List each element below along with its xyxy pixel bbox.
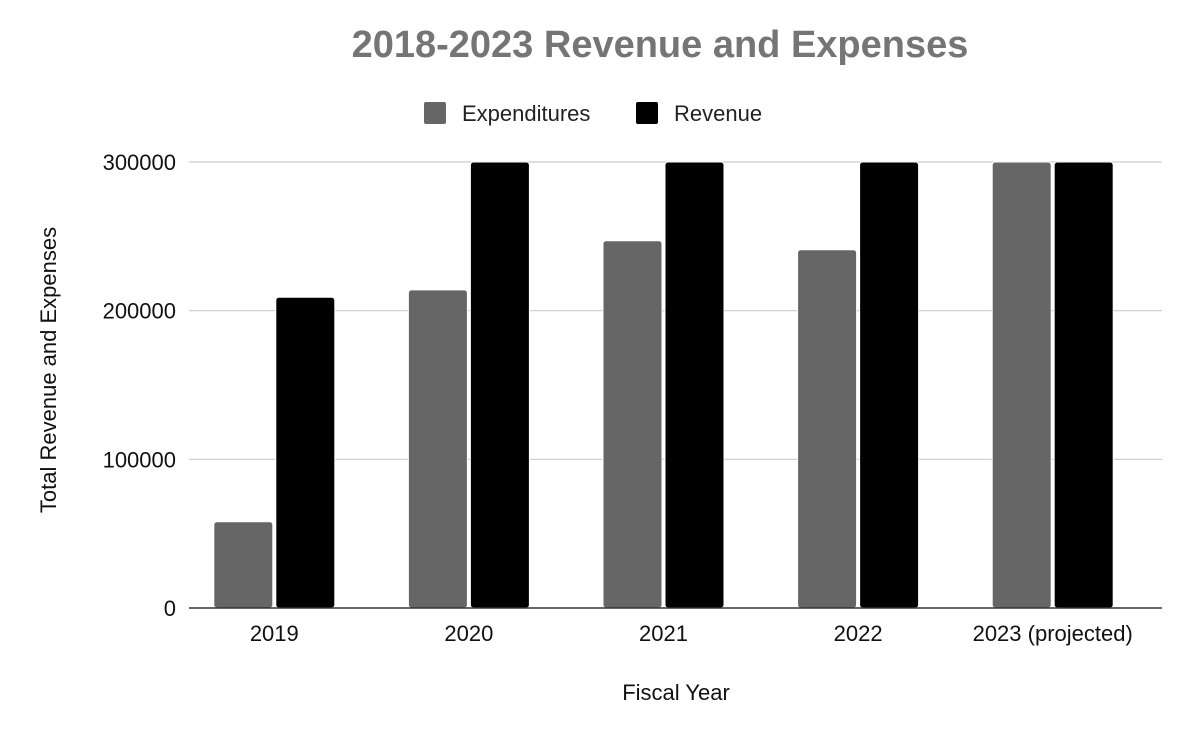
bar-revenue-2019 (275, 296, 336, 609)
y-tick-label: 100000 (103, 447, 176, 472)
bar-expenditures-2020 (407, 289, 468, 609)
x-axis-ticks: 2019 2020 2021 2022 2023 (projected) (250, 621, 1133, 646)
legend-swatch-expenditures (424, 102, 446, 124)
bar-expenditures-2021 (602, 240, 663, 609)
x-tick-label: 2020 (444, 621, 493, 646)
y-axis-label: Total Revenue and Expenses (36, 227, 61, 513)
legend-swatch-revenue (636, 102, 658, 124)
bar-revenue-2023-projected (1053, 161, 1114, 609)
y-tick-label: 300000 (103, 150, 176, 175)
x-tick-label: 2023 (projected) (973, 621, 1133, 646)
bar-revenue-2021 (664, 161, 725, 609)
legend: Expenditures Revenue (424, 101, 762, 126)
bar-expenditures-2023-projected (991, 161, 1052, 609)
legend-label-expenditures: Expenditures (462, 101, 590, 126)
x-tick-label: 2022 (834, 621, 883, 646)
x-tick-label: 2019 (250, 621, 299, 646)
bars (213, 161, 1114, 609)
bar-revenue-2020 (469, 161, 530, 609)
bar-expenditures-2019 (213, 521, 274, 609)
bar-expenditures-2022 (797, 249, 858, 609)
x-tick-label: 2021 (639, 621, 688, 646)
y-axis-ticks: 0 100000 200000 300000 (103, 150, 176, 621)
x-axis-label: Fiscal Year (622, 680, 730, 705)
chart-title: 2018-2023 Revenue and Expenses (352, 24, 969, 66)
y-tick-label: 0 (164, 596, 176, 621)
legend-label-revenue: Revenue (674, 101, 762, 126)
y-tick-label: 200000 (103, 299, 176, 324)
bar-revenue-2022 (859, 161, 920, 609)
